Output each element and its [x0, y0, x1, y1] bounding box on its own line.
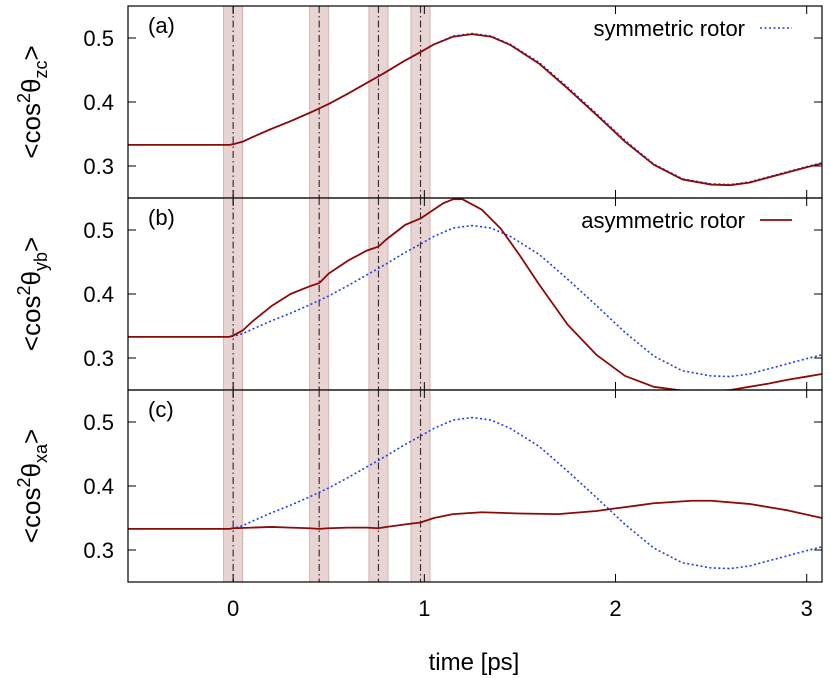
- y-tick-label: 0.4: [83, 474, 114, 499]
- panel-2: 0.3 0.4 0.5 (b) <cos2θyb> asymmetric rotor: [14, 197, 823, 391]
- y-tick-label: 0.3: [83, 154, 114, 179]
- x-tick-label: 2: [609, 596, 621, 621]
- series-group: [128, 32, 822, 187]
- y-tick-label: 0.3: [83, 538, 114, 563]
- panel-1: 0.3 0.4 0.5 (a) <cos2θzc> symmetric rotor: [14, 5, 823, 199]
- y-axis-label-part: <cos: [16, 296, 46, 352]
- y-tick-label: 0.4: [83, 90, 114, 115]
- y-axis-label-part: >: [16, 45, 46, 60]
- legend-label: asymmetric rotor: [581, 208, 745, 233]
- y-axis-label-part: θ: [16, 271, 46, 285]
- y-axis-label-part: >: [16, 237, 46, 252]
- x-axis-title: time [ps]: [429, 649, 520, 676]
- asymmetric-series-line: [128, 499, 822, 530]
- y-axis-label: <cos2θyb>: [14, 237, 51, 351]
- y-tick-label: 0.5: [83, 410, 114, 435]
- y-axis-label-part: θ: [16, 79, 46, 93]
- y-axis-label-part: zc: [31, 61, 51, 79]
- panel-label: (c): [148, 397, 174, 422]
- y-tick-label: 0.3: [83, 346, 114, 371]
- y-axis-label-part: xa: [31, 443, 51, 463]
- y-tick-label: 0.4: [83, 282, 114, 307]
- x-tick-label: 3: [801, 596, 813, 621]
- y-axis-label: <cos2θzc>: [14, 45, 51, 158]
- legend-label: symmetric rotor: [593, 16, 745, 41]
- asymmetric-series-line: [128, 198, 822, 390]
- panel-3: 0.30.40.5(c)<cos2θxa>0 1 2 3: [14, 389, 823, 621]
- panel-label: (a): [148, 13, 175, 38]
- y-axis-label-part: <cos: [16, 488, 46, 544]
- series-group: [128, 416, 822, 570]
- x-tick-label: 0: [227, 596, 239, 621]
- panel-label: (b): [148, 205, 175, 230]
- y-tick-label: 0.5: [83, 26, 114, 51]
- y-axis-label-part: θ: [16, 463, 46, 477]
- y-axis-label-part: yb: [31, 252, 51, 271]
- y-axis-label-part: 2: [14, 286, 34, 296]
- asymmetric-series-line: [128, 33, 822, 187]
- y-axis-label-part: 2: [14, 478, 34, 488]
- y-tick-label: 0.5: [83, 218, 114, 243]
- panels-layer: 0.30.40.5(a)<cos2θzc>symmetric rotor0.30…: [14, 5, 823, 621]
- y-axis-label: <cos2θxa>: [14, 429, 51, 543]
- y-axis-label-part: <cos: [16, 103, 46, 159]
- x-tick-label: 1: [418, 596, 430, 621]
- series-group: [128, 198, 822, 390]
- y-axis-label-part: >: [16, 429, 46, 444]
- y-axis-label-part: 2: [14, 93, 34, 103]
